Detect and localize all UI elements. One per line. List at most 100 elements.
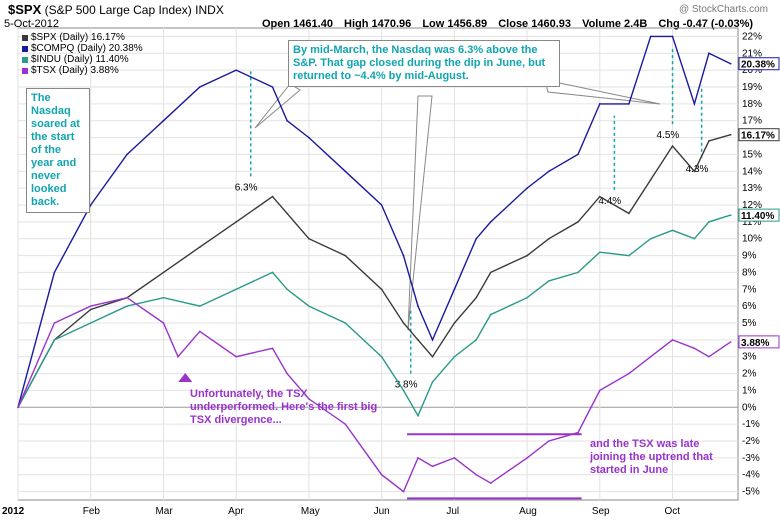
quote-high: High 1470.96 bbox=[344, 18, 412, 30]
quote-bar: Open 1461.40 High 1470.96 Low 1456.89 Cl… bbox=[262, 18, 761, 30]
data-point-compq bbox=[344, 170, 347, 173]
data-point-compq bbox=[475, 237, 477, 240]
data-point-indu bbox=[53, 339, 56, 341]
data-point-indu bbox=[599, 251, 601, 253]
y-tick-label: 3% bbox=[742, 352, 757, 363]
last-value-label: 11.40% bbox=[741, 211, 774, 222]
data-point-indu bbox=[402, 389, 405, 392]
divergence-arrow bbox=[178, 373, 193, 390]
data-point-compq bbox=[453, 288, 456, 291]
data-point-indu bbox=[162, 296, 165, 299]
data-point-indu bbox=[708, 221, 710, 223]
callout-pointer bbox=[254, 83, 301, 129]
data-point-spx bbox=[649, 178, 652, 181]
data-point-tsx bbox=[649, 355, 652, 358]
data-point-compq bbox=[649, 35, 652, 38]
data-point-tsx bbox=[489, 482, 492, 484]
data-point-compq bbox=[671, 35, 674, 38]
gap-label: 3.8% bbox=[395, 380, 418, 391]
data-point-compq bbox=[235, 69, 237, 71]
quote-open: Open 1461.40 bbox=[262, 18, 333, 30]
data-point-compq bbox=[199, 86, 201, 88]
data-point-compq bbox=[729, 62, 732, 65]
data-point-tsx bbox=[402, 490, 405, 493]
data-point-spx bbox=[599, 195, 601, 198]
data-point-indu bbox=[577, 271, 579, 274]
quote-close: Close 1460.93 bbox=[498, 18, 571, 30]
last-value-box bbox=[738, 57, 780, 71]
data-point-indu bbox=[126, 305, 128, 307]
data-point-tsx bbox=[526, 457, 528, 459]
data-point-tsx bbox=[417, 457, 419, 459]
data-point-indu bbox=[671, 229, 674, 232]
y-tick-label: 7% bbox=[742, 284, 757, 295]
data-point-indu bbox=[453, 355, 456, 358]
data-point-tsx bbox=[286, 372, 288, 375]
last-value-box bbox=[738, 128, 780, 142]
data-point-indu bbox=[417, 414, 419, 417]
y-tick-label: 20% bbox=[742, 65, 762, 76]
data-point-indu bbox=[649, 237, 652, 240]
gap-label: 4.3% bbox=[686, 164, 709, 175]
y-tick-label: 10% bbox=[742, 234, 762, 245]
y-tick-label: 0% bbox=[742, 402, 757, 413]
legend-entry: $TSX (Daily) 3.88% bbox=[22, 65, 143, 76]
legend-entry: $SPX (Daily) 16.17% bbox=[22, 32, 143, 43]
callout-pointer bbox=[407, 95, 433, 331]
data-point-indu bbox=[286, 288, 288, 291]
legend-entry: $COMPQ (Daily) 20.38% bbox=[22, 43, 143, 54]
y-tick-label: 21% bbox=[742, 48, 762, 59]
data-point-spx bbox=[380, 288, 383, 291]
data-point-tsx bbox=[475, 473, 477, 476]
callout-pointer bbox=[544, 79, 661, 105]
y-tick-label: 8% bbox=[742, 267, 757, 278]
data-point-spx bbox=[628, 212, 630, 215]
quote-volume: Volume 2.4B bbox=[582, 18, 648, 30]
last-value-label: 3.88% bbox=[741, 338, 769, 349]
data-point-spx bbox=[548, 237, 550, 240]
data-point-spx bbox=[693, 170, 696, 173]
data-point-spx bbox=[489, 271, 492, 274]
data-point-spx bbox=[308, 237, 310, 240]
exchange: INDX bbox=[195, 3, 224, 17]
chart-legend: $SPX (Daily) 16.17% $COMPQ (Daily) 20.38… bbox=[22, 32, 143, 76]
data-point-spx bbox=[453, 322, 456, 324]
series-line-indu bbox=[17, 214, 731, 418]
data-point-spx bbox=[344, 254, 347, 257]
data-point-tsx bbox=[271, 347, 274, 350]
y-tick-label: 18% bbox=[742, 99, 762, 110]
data-point-tsx bbox=[235, 355, 237, 358]
data-point-spx bbox=[708, 140, 710, 142]
data-point-compq bbox=[271, 86, 274, 88]
data-point-spx bbox=[402, 322, 405, 324]
data-point-compq bbox=[162, 119, 165, 122]
y-tick-label: 11% bbox=[742, 217, 761, 228]
data-point-tsx bbox=[577, 431, 579, 434]
data-point-spx bbox=[577, 221, 579, 223]
data-point-tsx bbox=[177, 355, 179, 358]
last-value-label: 20.38% bbox=[741, 60, 775, 71]
x-tick-label: 2012 bbox=[2, 506, 25, 517]
tsx-late-note: and the TSX was late joining the uptrend… bbox=[590, 438, 713, 476]
data-point-compq bbox=[431, 339, 434, 341]
series-line-compq bbox=[17, 35, 732, 408]
data-point-spx bbox=[431, 355, 434, 358]
x-tick-label: Jul bbox=[446, 506, 459, 517]
data-point-indu bbox=[729, 214, 732, 216]
data-point-tsx bbox=[89, 305, 92, 307]
data-point-spx bbox=[235, 221, 237, 223]
data-point-spx bbox=[671, 145, 674, 147]
data-point-indu bbox=[308, 305, 310, 307]
data-point-indu bbox=[380, 355, 383, 358]
data-point-spx bbox=[729, 133, 732, 136]
data-point-tsx bbox=[628, 372, 630, 375]
y-tick-label: 14% bbox=[742, 166, 762, 177]
data-point-tsx bbox=[126, 296, 128, 299]
y-tick-label: 19% bbox=[742, 82, 762, 93]
legend-entry: $INDU (Daily) 11.40% bbox=[22, 54, 143, 65]
y-tick-label: 15% bbox=[742, 149, 762, 160]
data-point-tsx bbox=[729, 341, 732, 343]
chart-date: 5-Oct-2012 bbox=[4, 18, 60, 30]
watermark: @ StockCharts.com bbox=[678, 4, 768, 15]
data-point-tsx bbox=[453, 457, 456, 459]
